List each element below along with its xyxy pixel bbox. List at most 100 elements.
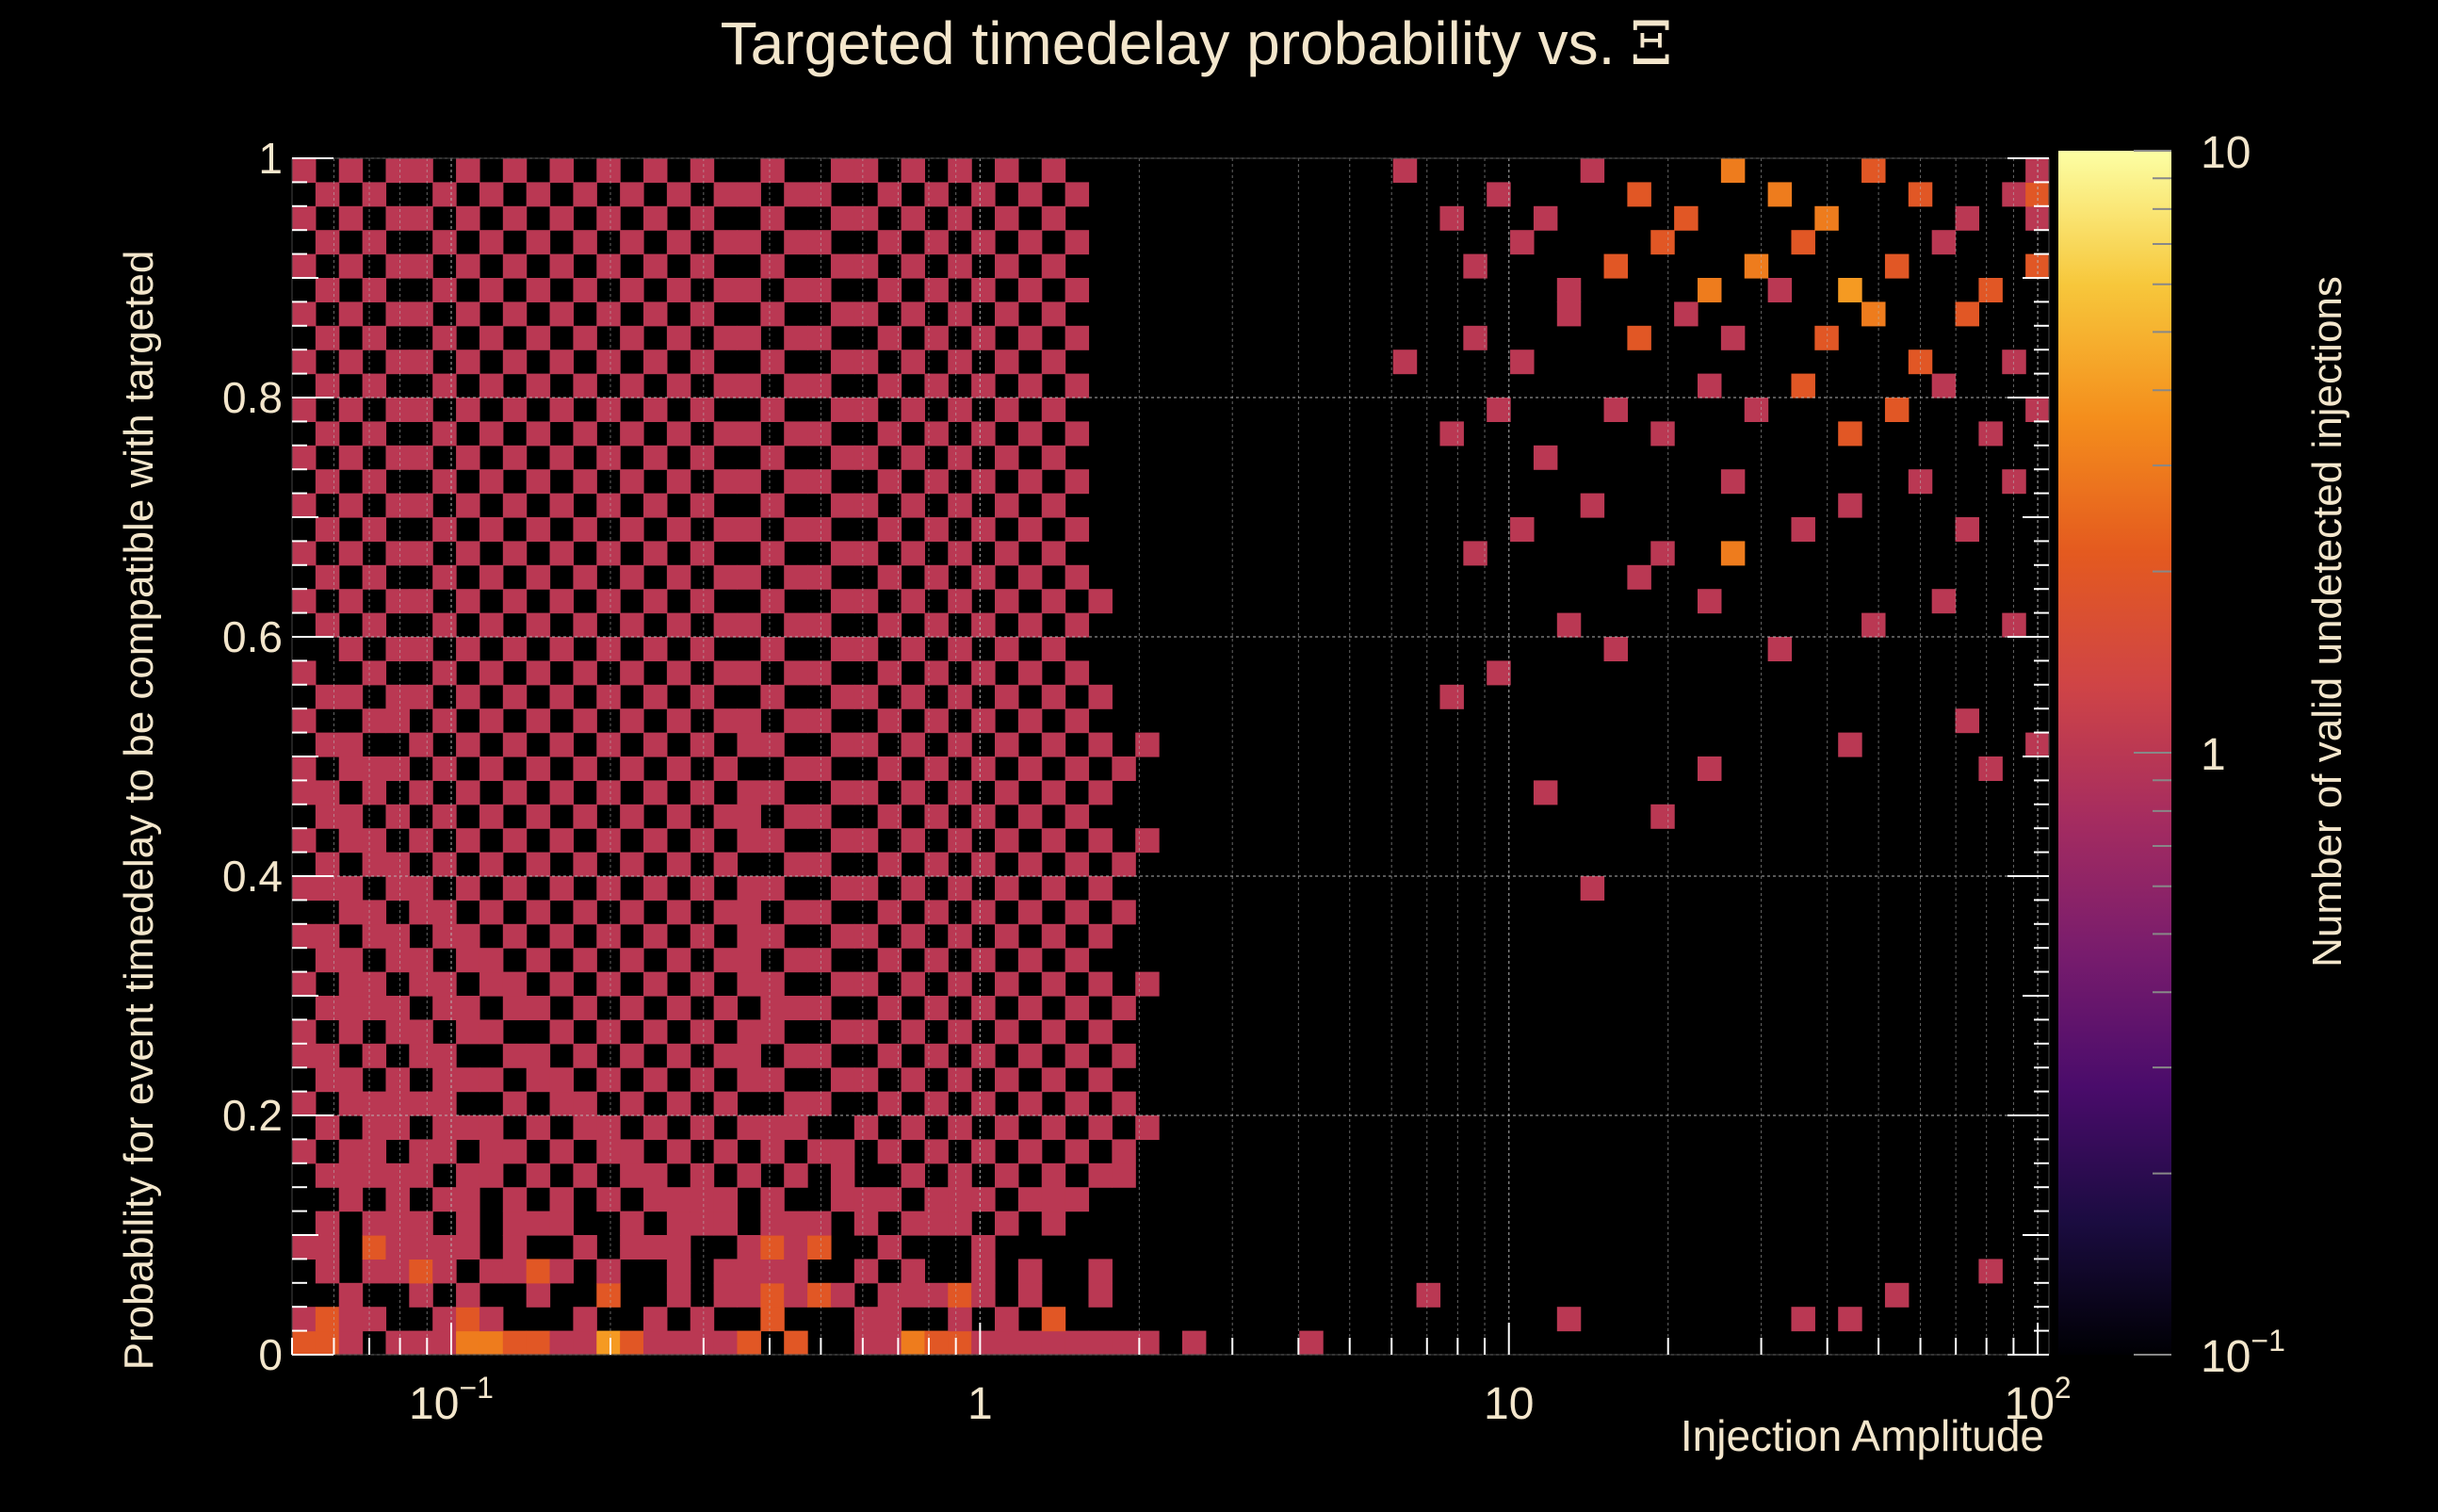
heatmap-cell	[830, 1139, 855, 1164]
y-tick-label: 0.6	[222, 612, 283, 661]
heatmap-cell	[948, 1330, 972, 1356]
heatmap-cell	[338, 1091, 364, 1116]
heatmap-cell	[292, 253, 317, 279]
heatmap-cell	[549, 1139, 574, 1164]
heatmap-cell	[784, 230, 808, 255]
y-axis-ticks: 0 0.2 0.4 0.6 0.8 1	[222, 134, 2049, 1379]
heatmap-cell	[385, 253, 410, 279]
heatmap-cell	[479, 1139, 504, 1164]
heatmap-cell	[995, 398, 1019, 422]
heatmap-cell	[737, 278, 761, 302]
heatmap-cell	[338, 1139, 364, 1164]
heatmap-cell	[807, 564, 832, 590]
heatmap-cell	[1065, 1139, 1090, 1164]
heatmap-cell	[760, 493, 785, 518]
heatmap-cell	[362, 325, 387, 350]
heatmap-cell	[409, 1235, 433, 1260]
heatmap-cell	[1767, 278, 1793, 302]
heatmap-cell	[1065, 804, 1090, 829]
heatmap-cell	[971, 1330, 996, 1356]
heatmap-cell	[549, 301, 574, 327]
heatmap-cell	[1439, 205, 1464, 231]
heatmap-cell	[971, 517, 996, 542]
heatmap-cell	[1674, 301, 1698, 327]
heatmap-cell	[830, 780, 855, 805]
heatmap-cell	[456, 1330, 480, 1356]
heatmap-cell	[315, 564, 340, 590]
heatmap-cell	[713, 948, 739, 973]
heatmap-cell	[830, 445, 855, 470]
heatmap-cell	[830, 971, 855, 997]
heatmap-cell	[292, 1330, 317, 1356]
heatmap-cell	[643, 350, 668, 375]
heatmap-cell	[760, 205, 785, 231]
heatmap-cells	[292, 158, 2050, 1356]
heatmap-cell	[573, 660, 597, 686]
heatmap-cell	[573, 1115, 597, 1140]
heatmap-cell	[620, 182, 644, 207]
heatmap-cell	[830, 876, 855, 901]
heatmap-cell	[1767, 637, 1793, 661]
heatmap-cell	[338, 1019, 364, 1045]
heatmap-cell	[315, 923, 340, 949]
heatmap-cell	[643, 923, 668, 949]
heatmap-cell	[549, 1091, 574, 1116]
heatmap-cell	[549, 780, 574, 805]
heatmap-cell	[1065, 756, 1090, 781]
heatmap-cell	[971, 756, 996, 781]
heatmap-cell	[737, 1043, 761, 1068]
heatmap-cell	[995, 1330, 1019, 1356]
heatmap-cell	[901, 1162, 926, 1188]
heatmap-cell	[666, 517, 691, 542]
heatmap-cell	[1017, 852, 1043, 877]
heatmap-cell	[853, 637, 879, 661]
heatmap-cell	[573, 948, 597, 973]
heatmap-cell	[409, 732, 433, 757]
heatmap-cell	[830, 205, 855, 231]
heatmap-cell	[1041, 684, 1066, 709]
heatmap-cell	[1439, 684, 1464, 709]
heatmap-cell	[713, 564, 739, 590]
heatmap-cell	[948, 1162, 972, 1188]
heatmap-cell	[1112, 1162, 1136, 1188]
heatmap-cell	[432, 469, 457, 495]
heatmap-cell	[596, 253, 621, 279]
heatmap-cell	[760, 637, 785, 661]
heatmap-cell	[456, 923, 480, 949]
heatmap-cell	[502, 876, 528, 901]
heatmap-cell	[995, 301, 1019, 327]
heatmap-cell	[385, 301, 410, 327]
heatmap-cell	[1088, 1115, 1113, 1140]
heatmap-cell	[643, 1330, 668, 1356]
heatmap-cell	[526, 852, 551, 877]
heatmap-cell	[432, 971, 457, 997]
heatmap-cell	[760, 1019, 785, 1045]
heatmap-cell	[1088, 971, 1113, 997]
heatmap-cell	[385, 350, 410, 375]
heatmap-cell	[549, 541, 574, 566]
heatmap-cell	[620, 373, 644, 398]
heatmap-cell	[1814, 325, 1839, 350]
heatmap-cell	[1065, 1330, 1090, 1356]
heatmap-cell	[479, 852, 504, 877]
heatmap-cell	[807, 996, 832, 1020]
heatmap-cell	[737, 182, 761, 207]
heatmap-cell	[573, 325, 597, 350]
heatmap-cell	[666, 421, 691, 447]
heatmap-cell	[713, 1259, 739, 1284]
heatmap-cell	[737, 732, 761, 757]
heatmap-cell	[432, 804, 457, 829]
heatmap-cell	[1767, 182, 1793, 207]
heatmap-cell	[760, 398, 785, 422]
heatmap-cell	[502, 1211, 528, 1236]
heatmap-cell	[432, 373, 457, 398]
heatmap-cell	[1088, 1330, 1113, 1356]
heatmap-cell	[385, 756, 410, 781]
heatmap-cell	[807, 373, 832, 398]
heatmap-cell	[1510, 350, 1535, 375]
heatmap-cell	[362, 1115, 387, 1140]
heatmap-cell	[1744, 398, 1769, 422]
heatmap-cell	[315, 780, 340, 805]
heatmap-cell	[666, 1235, 691, 1260]
heatmap-cell	[1392, 158, 1418, 183]
